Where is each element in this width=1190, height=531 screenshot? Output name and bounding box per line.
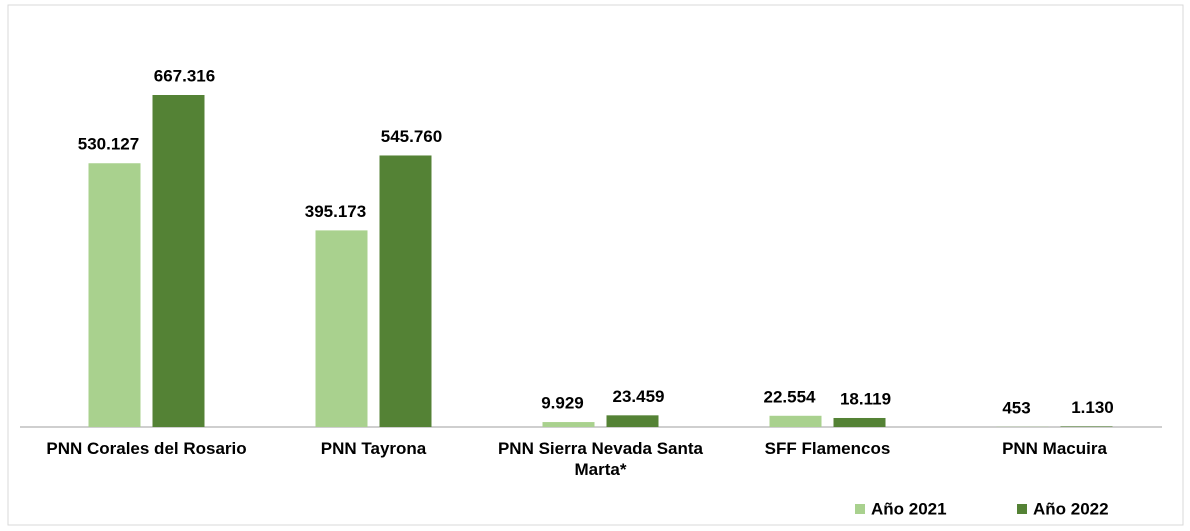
- bar: [379, 155, 432, 427]
- data-label: 545.760: [381, 127, 442, 146]
- x-tick-label: PNN Corales del Rosario: [46, 439, 247, 458]
- data-label: 22.554: [764, 387, 817, 406]
- data-label: 395.173: [305, 202, 366, 221]
- legend-swatch: [1017, 504, 1027, 514]
- x-tick-label: PNN Sierra Nevada Santa Marta*: [497, 439, 704, 479]
- bar: [606, 415, 659, 427]
- x-tick-label: PNN Macuira: [1002, 439, 1107, 458]
- legend-label: Año 2022: [1033, 499, 1109, 518]
- legend-swatch: [855, 504, 865, 514]
- bar: [1060, 426, 1113, 427]
- data-label: 530.127: [78, 135, 139, 154]
- x-tick-label: PNN Tayrona: [320, 439, 427, 458]
- data-label: 667.316: [154, 66, 215, 85]
- legend-label: Año 2021: [871, 499, 947, 518]
- bar: [769, 415, 822, 427]
- bar: [152, 95, 205, 427]
- bar: [833, 417, 886, 427]
- bar: [315, 230, 368, 427]
- data-label: 453: [1002, 398, 1030, 417]
- data-label: 1.130: [1071, 398, 1114, 417]
- data-label: 9.929: [541, 394, 584, 413]
- data-label: 18.119: [840, 389, 891, 408]
- data-label: 23.459: [613, 387, 665, 406]
- x-tick-label: SFF Flamencos: [764, 439, 891, 458]
- bar: [542, 422, 595, 427]
- frame: [7, 4, 1184, 526]
- bar: [88, 163, 141, 427]
